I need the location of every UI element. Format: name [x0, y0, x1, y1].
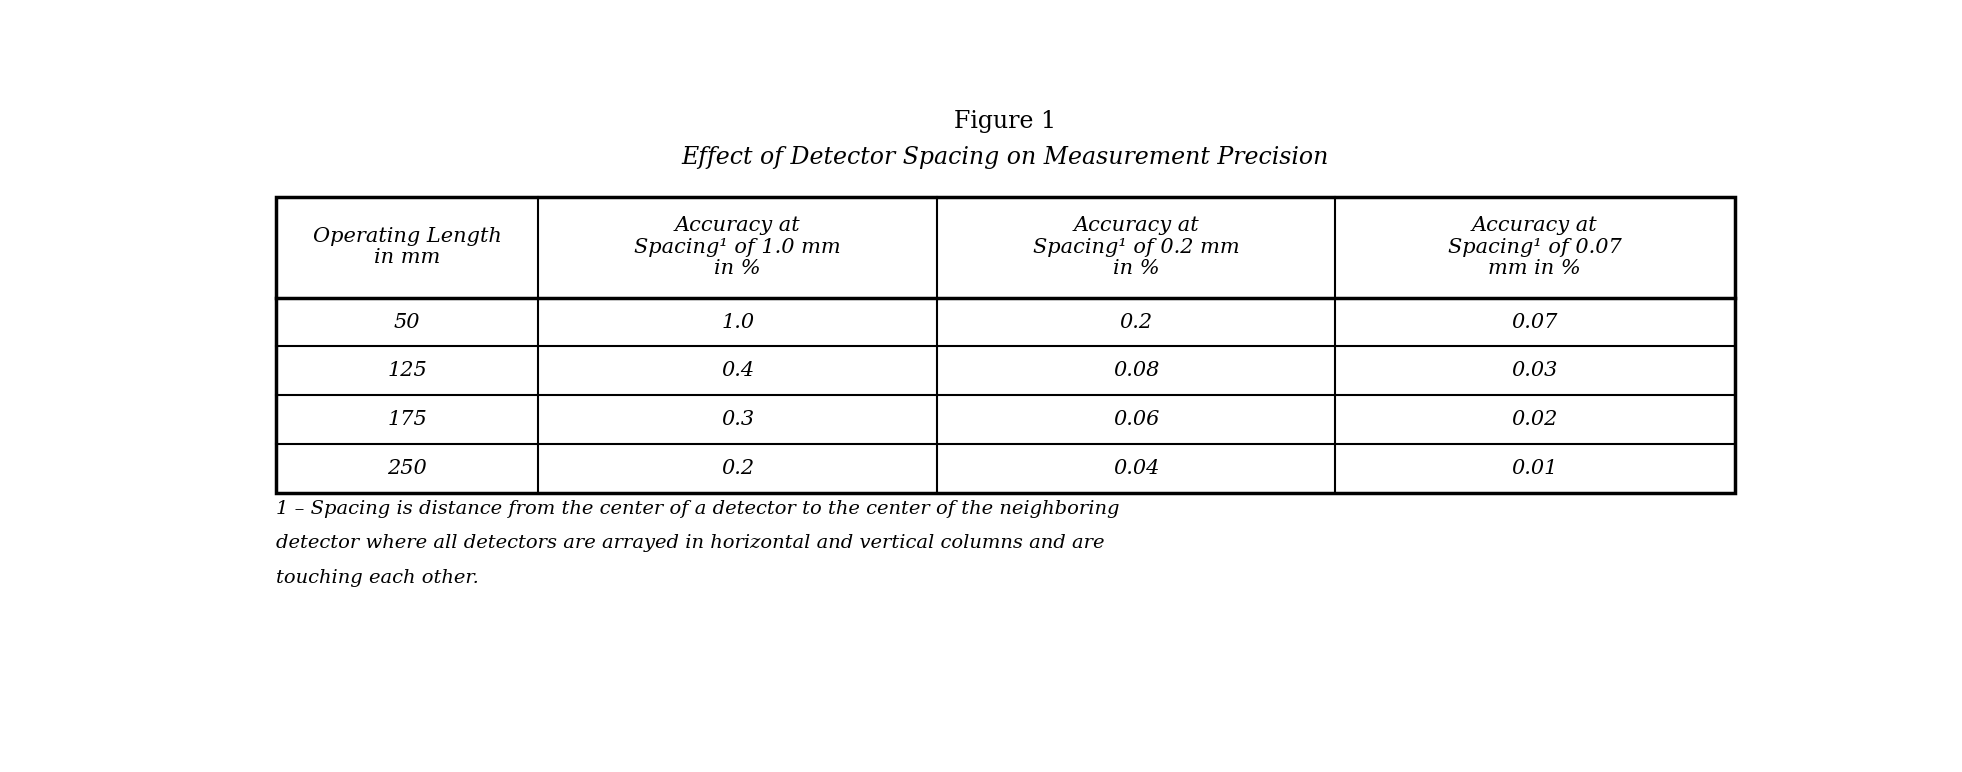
- Text: 0.03: 0.03: [1511, 361, 1558, 381]
- Text: Effect of Detector Spacing on Measurement Precision: Effect of Detector Spacing on Measuremen…: [683, 146, 1328, 169]
- Text: 0.06: 0.06: [1112, 410, 1160, 429]
- Text: Spacing¹ of 0.07: Spacing¹ of 0.07: [1448, 238, 1621, 257]
- Text: Operating Length: Operating Length: [312, 227, 502, 246]
- Text: 125: 125: [387, 361, 428, 381]
- Text: Spacing¹ of 0.2 mm: Spacing¹ of 0.2 mm: [1032, 238, 1240, 257]
- Text: 0.01: 0.01: [1511, 459, 1558, 478]
- Text: 0.08: 0.08: [1112, 361, 1160, 381]
- Text: 50: 50: [394, 313, 420, 332]
- Text: Accuracy at: Accuracy at: [1073, 216, 1199, 235]
- Text: 0.07: 0.07: [1511, 313, 1558, 332]
- Text: Accuracy at: Accuracy at: [675, 216, 800, 235]
- Text: 250: 250: [387, 459, 428, 478]
- Text: 0.2: 0.2: [1120, 313, 1154, 332]
- Text: detector where all detectors are arrayed in horizontal and vertical columns and : detector where all detectors are arrayed…: [275, 534, 1105, 552]
- Text: touching each other.: touching each other.: [275, 569, 479, 587]
- Text: Figure 1: Figure 1: [954, 110, 1058, 134]
- Text: 0.3: 0.3: [722, 410, 753, 429]
- Text: 175: 175: [387, 410, 428, 429]
- Text: 1.0: 1.0: [722, 313, 753, 332]
- Text: in %: in %: [714, 259, 761, 278]
- Text: in %: in %: [1112, 259, 1160, 278]
- Text: 0.2: 0.2: [722, 459, 753, 478]
- Text: in mm: in mm: [375, 249, 439, 267]
- Text: 0.04: 0.04: [1112, 459, 1160, 478]
- Text: mm in %: mm in %: [1489, 259, 1581, 278]
- Text: Accuracy at: Accuracy at: [1472, 216, 1597, 235]
- Text: 0.4: 0.4: [722, 361, 753, 381]
- Text: Spacing¹ of 1.0 mm: Spacing¹ of 1.0 mm: [634, 238, 842, 257]
- Text: 0.02: 0.02: [1511, 410, 1558, 429]
- Text: 1 – Spacing is distance from the center of a detector to the center of the neigh: 1 – Spacing is distance from the center …: [275, 499, 1118, 518]
